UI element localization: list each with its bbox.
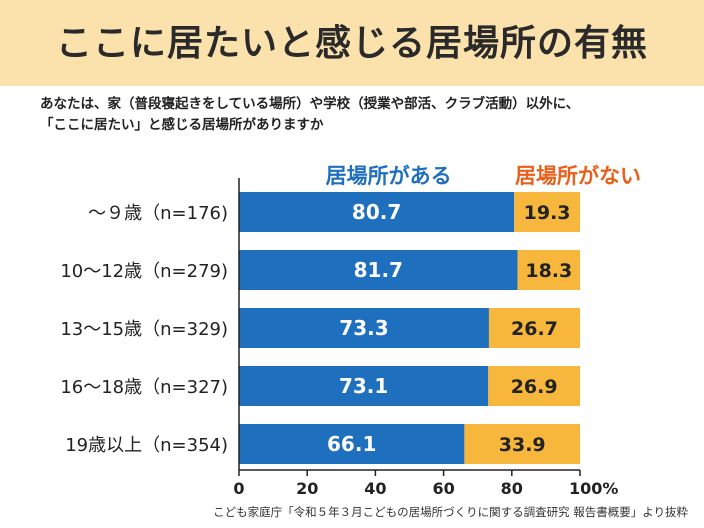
bar-no [464,424,580,464]
bar-no [514,192,580,232]
value-label-yes: 81.7 [354,258,403,282]
x-tick-label: 80 [501,479,523,498]
legend-label-no: 居場所がない [515,164,641,188]
x-tick-label: 0 [233,479,244,498]
category-label: 10～12歳（n=279) [60,261,228,282]
value-label-yes: 73.1 [339,374,388,398]
title-band [0,0,704,86]
value-label-no: 18.3 [525,260,572,282]
category-label: ～９歳（n=176) [88,203,228,224]
x-tick-label: 60 [432,479,454,498]
legend-label-yes: 居場所がある [326,164,452,188]
bar-no [488,308,580,348]
value-label-no: 33.9 [499,434,546,456]
page-title: ここに居たいと感じる居場所の有無 [55,23,648,64]
bar-no [488,366,580,406]
value-label-no: 26.9 [511,376,558,398]
bar-yes [239,308,489,348]
survey-question: あなたは、家（普段寝起きをしている場所）や学校（授業や部活、クラブ活動）以外に、… [40,94,690,136]
source-note: こども家庭庁「令和５年３月こどもの居場所づくりに関する調査研究 報告書概要」より… [213,505,688,519]
question-line-1: あなたは、家（普段寝起きをしている場所）や学校（授業や部活、クラブ活動）以外に、 [40,96,580,112]
value-label-yes: 80.7 [352,200,401,224]
value-label-yes: 66.1 [327,432,376,456]
value-label-no: 19.3 [524,202,571,224]
value-label-yes: 73.3 [339,316,388,340]
question-line-2: 「ここに居たい」と感じる居場所がありますか [40,117,324,133]
bar-yes [239,424,465,464]
x-tick-label: 100% [569,479,618,498]
bar-yes [239,366,489,406]
category-label: 19歳以上（n=354) [65,435,228,456]
x-tick-label: 40 [364,479,386,498]
x-tick-label: 20 [296,479,318,498]
value-label-no: 26.7 [511,318,558,340]
bar-no [517,250,580,290]
bar-yes [239,192,515,232]
category-label: 16～18歳（n=327) [60,377,228,398]
bar-yes [239,250,518,290]
category-label: 13～15歳（n=329) [60,319,228,340]
